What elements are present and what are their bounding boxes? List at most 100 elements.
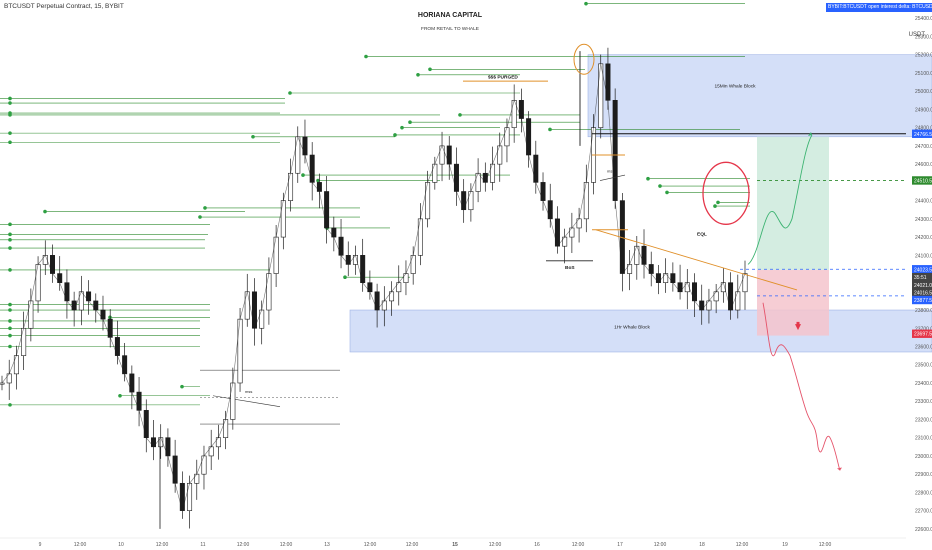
candle-body <box>699 300 705 311</box>
liquidity-dot <box>584 1 588 6</box>
price-label-box <box>912 295 932 305</box>
liquidity-dot <box>8 131 12 135</box>
bearish-arrowhead <box>837 467 842 471</box>
candle-body <box>713 291 719 302</box>
y-tick-label: 25400.0 <box>915 16 932 22</box>
candle-body <box>381 300 387 311</box>
candle-body <box>302 136 308 156</box>
price-label-box <box>912 265 932 274</box>
candle-body <box>533 154 539 183</box>
candle-body <box>64 282 70 302</box>
candle-body <box>663 273 669 283</box>
candle-body <box>417 218 423 256</box>
candle-body <box>504 127 510 147</box>
liquidity-dot <box>8 238 12 242</box>
liquidity-dot <box>408 120 412 124</box>
eql-trendline <box>595 229 798 291</box>
y-tick-label: 23800.0 <box>915 308 932 314</box>
candle-body <box>692 282 698 302</box>
x-tick-label: 15 <box>452 542 458 548</box>
candle-body <box>490 163 496 183</box>
bullish-projection <box>747 134 813 265</box>
low-whale-block-zone <box>349 309 932 353</box>
candle-body <box>612 100 618 201</box>
candle-body <box>432 163 438 183</box>
x-tick-label: 12:00 <box>654 542 667 548</box>
candle-body <box>187 482 193 511</box>
candle-body <box>742 273 748 293</box>
liquidity-dot <box>288 91 292 95</box>
liquidity-dot <box>364 54 368 59</box>
liquidity-dot <box>8 246 12 250</box>
x-tick-label: 17 <box>617 542 623 548</box>
candle-body <box>100 309 106 320</box>
liquidity-dot <box>118 393 122 398</box>
eql-label: EQL <box>697 231 707 237</box>
x-tick-label: 16 <box>534 542 540 548</box>
candle-body <box>439 145 445 165</box>
price-label-box <box>912 329 932 338</box>
liquidity-dot <box>43 209 47 214</box>
purged-label: $$$ PURGED <box>488 74 518 80</box>
indicator-banner[interactable]: BYBIT:BTCUSDT open interest delta: BTCUS… <box>826 3 932 12</box>
candle-body <box>150 437 156 448</box>
liquidity-dot <box>8 222 12 227</box>
high-whale-block-label: 15Min Whale Block <box>714 84 756 90</box>
candle-body <box>93 300 99 311</box>
price-label-box <box>912 280 932 290</box>
price-label-text: 24016.5 <box>914 290 932 296</box>
candle-body <box>735 291 741 311</box>
ticker-label: BTCUSDT Perpetual Contract, 15, BYBIT <box>4 3 124 10</box>
candle-body <box>338 236 344 256</box>
x-tick-label: 12:00 <box>572 542 585 548</box>
x-tick-label: 12:00 <box>406 542 419 548</box>
candle-body <box>122 355 128 375</box>
price-line <box>1 63 746 512</box>
x-tick-label: 19 <box>782 542 788 548</box>
candle-body <box>497 145 503 165</box>
y-tick-label: 23400.0 <box>915 381 932 387</box>
candle-body <box>172 455 178 484</box>
candle-body <box>367 282 373 293</box>
y-tick-label: 23000.0 <box>915 454 932 460</box>
candle-body <box>526 118 532 156</box>
y-tick-label: 24900.0 <box>915 107 932 113</box>
bearish-projection <box>762 302 841 471</box>
y-tick-label: 24700.0 <box>915 144 932 150</box>
y-tick-label: 25000.0 <box>915 89 932 95</box>
candle-body <box>554 218 560 247</box>
candle-body <box>143 410 149 438</box>
liquidity-dot <box>251 134 255 139</box>
liquidity-dot <box>428 67 432 72</box>
y-tick-label: 23300.0 <box>915 399 932 405</box>
candle-body <box>583 182 589 220</box>
price-label-text: 24023.5 <box>914 267 932 273</box>
bos-label: BoS <box>565 265 575 271</box>
liquidity-dot <box>658 184 662 188</box>
candle-body <box>223 419 229 438</box>
candle-body <box>453 163 459 192</box>
candle-body <box>194 473 200 484</box>
liquidity-dot <box>8 344 12 349</box>
mss-line-right <box>599 174 626 181</box>
candle-body <box>273 236 279 274</box>
candle-body <box>136 391 142 411</box>
candle-body <box>605 63 611 101</box>
candle-body <box>57 273 63 283</box>
x-tick-label: 13 <box>324 542 330 548</box>
price-label-box <box>912 288 932 297</box>
candle-body <box>425 182 431 220</box>
candle-body <box>468 191 474 211</box>
liquidity-dot <box>548 127 552 132</box>
candle-body <box>288 172 294 201</box>
candle-body <box>21 327 27 356</box>
candle-body <box>475 172 481 192</box>
liquidity-dot <box>8 232 12 237</box>
candle-body <box>309 154 315 183</box>
liquidity-dot <box>8 101 12 105</box>
liquidity-dot <box>343 275 347 280</box>
candle-body <box>518 100 524 119</box>
y-tick-label: 23100.0 <box>915 436 932 442</box>
